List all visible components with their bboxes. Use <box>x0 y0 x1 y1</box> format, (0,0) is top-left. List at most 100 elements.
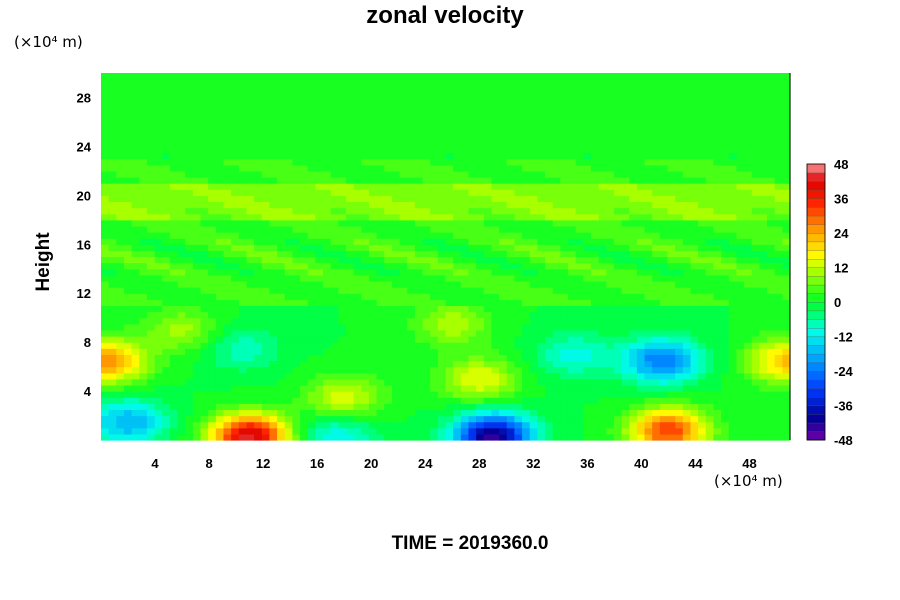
heatmap-cell <box>330 354 339 362</box>
heatmap-cell <box>613 170 623 178</box>
heatmap-cell <box>675 176 684 184</box>
heatmap-cell <box>583 170 592 178</box>
heatmap-cell <box>537 73 546 80</box>
heatmap-cell <box>590 280 600 288</box>
heatmap-cell <box>101 91 110 99</box>
heatmap-cell <box>506 305 515 313</box>
heatmap-cell <box>269 232 278 239</box>
heatmap-cell <box>621 415 630 423</box>
heatmap-cell <box>545 299 554 307</box>
heatmap-cell <box>414 256 424 264</box>
heatmap-cell <box>437 176 447 184</box>
heatmap-cell <box>330 305 339 313</box>
heatmap-cell <box>675 268 684 276</box>
heatmap-cell <box>529 384 538 392</box>
heatmap-cell <box>598 183 607 190</box>
heatmap-cell <box>430 219 439 227</box>
heatmap-cell <box>208 79 217 86</box>
heatmap-cell <box>506 213 515 221</box>
heatmap-cell <box>613 262 623 270</box>
heatmap-cell <box>422 378 431 386</box>
heatmap-cell <box>345 238 355 245</box>
heatmap-cell <box>407 164 416 172</box>
heatmap-cell <box>721 293 730 300</box>
heatmap-cell <box>315 397 324 404</box>
heatmap-cell <box>215 397 225 404</box>
heatmap-cell <box>514 329 523 337</box>
heatmap-cell <box>391 274 401 282</box>
heatmap-cell <box>208 433 217 441</box>
heatmap-cell <box>522 372 531 380</box>
heatmap-cell <box>728 97 738 105</box>
heatmap-cell <box>552 128 561 135</box>
heatmap-cell <box>468 109 477 117</box>
heatmap-cell <box>713 348 722 355</box>
heatmap-cell <box>307 329 316 337</box>
heatmap-cell <box>698 384 707 392</box>
heatmap-cell <box>460 280 470 288</box>
heatmap-cell <box>659 391 669 398</box>
heatmap-cell <box>139 409 148 417</box>
heatmap-cell <box>338 323 347 331</box>
heatmap-cell <box>522 280 531 288</box>
heatmap-cell <box>123 366 133 374</box>
heatmap-cell <box>575 256 584 264</box>
heatmap-cell <box>468 146 477 154</box>
heatmap-cell <box>407 189 416 196</box>
heatmap-cell <box>300 213 309 221</box>
heatmap-cell <box>231 109 240 117</box>
heatmap-cell <box>231 176 240 184</box>
heatmap-cell <box>629 183 638 190</box>
heatmap-cell <box>506 189 515 196</box>
heatmap-cell <box>506 268 515 276</box>
heatmap-cell <box>529 128 538 135</box>
heatmap-cell <box>101 109 110 117</box>
heatmap-cell <box>315 238 324 245</box>
heatmap-cell <box>284 238 293 245</box>
heatmap-cell <box>430 274 439 282</box>
heatmap-cell <box>277 85 286 92</box>
heatmap-cell <box>437 409 447 417</box>
heatmap-cell <box>192 397 202 404</box>
heatmap-cell <box>629 317 638 325</box>
heatmap-cell <box>307 317 316 325</box>
heatmap-cell <box>108 121 117 129</box>
heatmap-cell <box>177 79 186 86</box>
heatmap-cell <box>644 305 653 313</box>
heatmap-cell <box>690 164 699 172</box>
heatmap-cell <box>399 378 408 386</box>
heatmap-cell <box>269 311 278 319</box>
heatmap-cell <box>399 97 408 105</box>
heatmap-cell <box>162 195 171 203</box>
heatmap-cell <box>277 164 286 172</box>
heatmap-cell <box>361 268 370 276</box>
heatmap-cell <box>353 189 362 196</box>
heatmap-cell <box>292 354 301 362</box>
heatmap-cell <box>108 262 117 270</box>
heatmap-cell <box>300 342 309 349</box>
heatmap-cell <box>330 274 339 282</box>
heatmap-cell <box>575 238 584 245</box>
heatmap-cell <box>284 140 293 147</box>
heatmap-cell <box>300 366 309 374</box>
heatmap-cell <box>208 103 217 111</box>
heatmap-cell <box>682 134 692 141</box>
heatmap-cell <box>713 427 722 435</box>
heatmap-cell <box>384 225 393 233</box>
heatmap-cell <box>345 91 355 99</box>
heatmap-cell <box>307 232 316 239</box>
heatmap-cell <box>613 409 623 417</box>
heatmap-cell <box>575 244 584 251</box>
heatmap-cell <box>499 305 508 313</box>
heatmap-cell <box>476 250 485 258</box>
heatmap-cell <box>307 378 316 386</box>
heatmap-cell <box>652 378 661 386</box>
heatmap-cell <box>330 323 339 331</box>
heatmap-cell <box>629 409 638 417</box>
heatmap-cell <box>537 244 546 251</box>
heatmap-cell <box>185 274 194 282</box>
heatmap-cell <box>537 121 546 129</box>
heatmap-cell <box>162 366 171 374</box>
heatmap-cell <box>575 109 584 117</box>
heatmap-cell <box>476 299 485 307</box>
